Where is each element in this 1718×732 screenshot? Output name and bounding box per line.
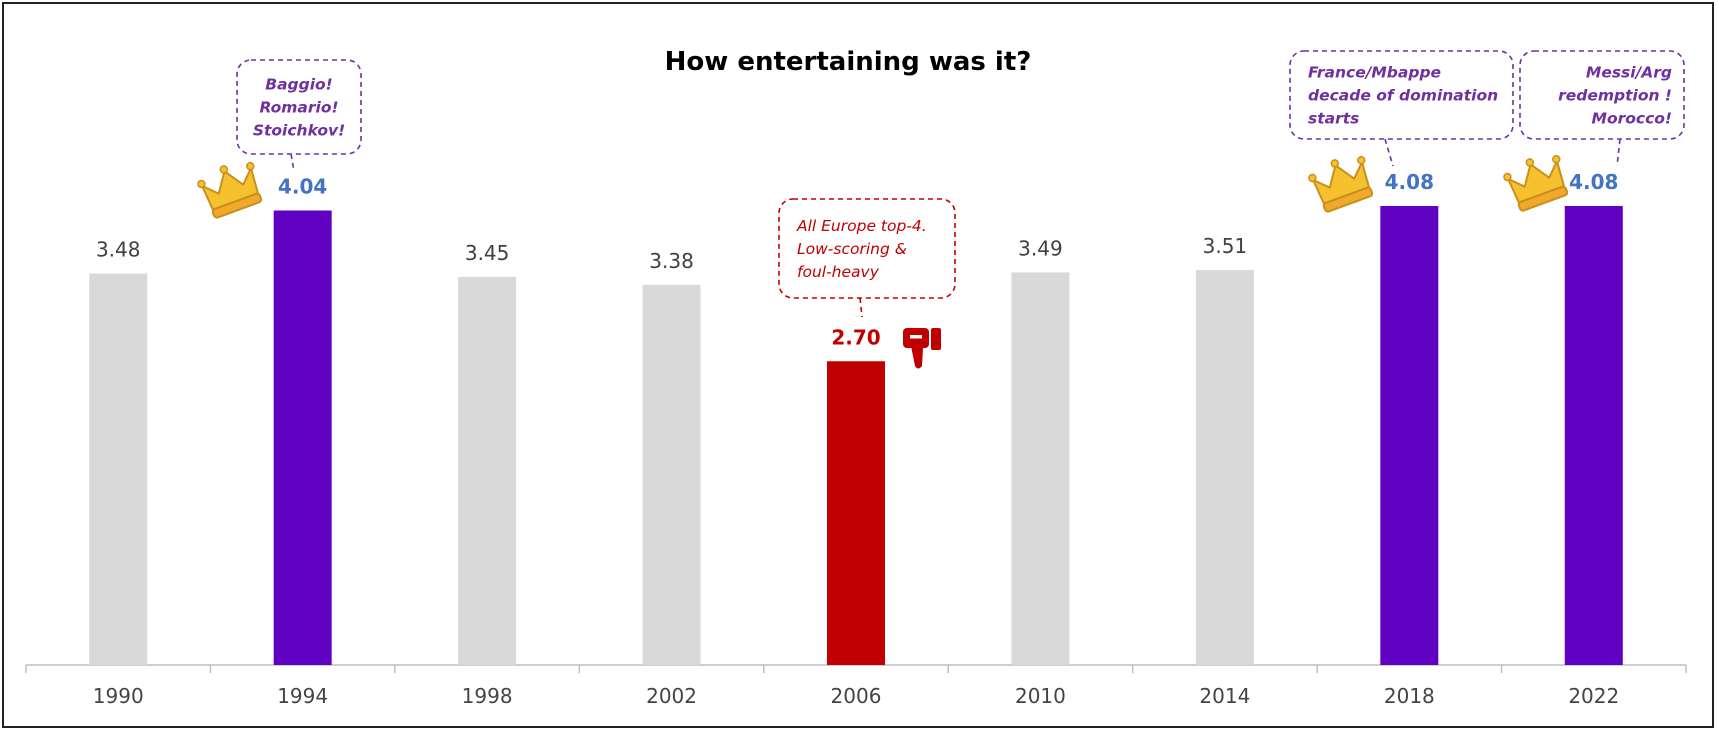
callout-pointer <box>1384 138 1394 167</box>
callout-pointer <box>290 153 295 172</box>
thumbs-down-icon <box>903 328 941 369</box>
x-tick-label-2006: 2006 <box>831 684 882 708</box>
bar-2014 <box>1195 270 1254 665</box>
bar-1990 <box>89 273 148 665</box>
bar-2022 <box>1564 206 1623 665</box>
x-tick-label-1990: 1990 <box>93 684 144 708</box>
callout-box <box>236 59 362 155</box>
callout-box <box>1289 50 1514 140</box>
annotation-callout-2006: All Europe top-4. Low-scoring & foul-heavy <box>778 198 956 318</box>
callout-text-line: Messi/Arg <box>1586 64 1672 82</box>
value-label-2018: 4.08 <box>1385 170 1434 194</box>
callout-text-line: Stoichkov! <box>253 122 345 140</box>
annotation-callout-2018: France/Mbappe decade of domination starts <box>1289 50 1514 167</box>
callout-text-line: Baggio! <box>265 76 333 94</box>
x-tick-label-2014: 2014 <box>1199 684 1250 708</box>
bar-2010 <box>1011 272 1070 665</box>
annotation-callout-2022: Messi/Arg redemption ! Morocco! <box>1519 50 1685 167</box>
x-tick-label-2018: 2018 <box>1384 684 1435 708</box>
crown-icon <box>197 161 263 219</box>
callout-text-line: Low-scoring & <box>797 240 907 258</box>
callout-text-line: starts <box>1308 110 1359 128</box>
callout-text-line: Romario! <box>259 99 338 117</box>
bar-2002 <box>642 284 701 665</box>
annotation-callout-1994: Baggio! Romario! Stoichkov! <box>236 59 362 172</box>
value-label-1990: 3.48 <box>96 238 141 262</box>
bar-1998 <box>458 276 517 665</box>
callout-text-line: decade of domination <box>1308 87 1498 105</box>
value-label-2010: 3.49 <box>1018 236 1063 260</box>
crown-icon <box>1503 154 1569 212</box>
x-tick-label-2010: 2010 <box>1015 684 1066 708</box>
callout-pointer <box>859 297 863 318</box>
callout-text-line: All Europe top-4. <box>796 217 927 235</box>
callout-text-line: France/Mbappe <box>1308 64 1441 82</box>
x-tick-label-2022: 2022 <box>1568 684 1619 708</box>
value-label-1998: 3.45 <box>465 241 510 265</box>
bar-1994 <box>273 210 332 665</box>
value-label-2006: 2.70 <box>831 325 880 349</box>
callout-box <box>1519 50 1685 140</box>
callout-text-line: Morocco! <box>1592 110 1672 128</box>
callout-box <box>778 198 956 299</box>
bar-2006 <box>827 361 885 665</box>
x-tick-label-1994: 1994 <box>277 684 328 708</box>
bar-2018 <box>1380 206 1439 665</box>
callout-pointer <box>1616 138 1621 167</box>
callout-text-line: foul-heavy <box>797 263 880 281</box>
value-label-2002: 3.38 <box>649 249 694 273</box>
value-label-2014: 3.51 <box>1203 234 1248 258</box>
value-label-2022: 4.08 <box>1569 170 1618 194</box>
chart-title: How entertaining was it? <box>665 47 1032 77</box>
value-label-1994: 4.04 <box>278 175 327 199</box>
x-tick-label-2002: 2002 <box>646 684 697 708</box>
x-tick-label-1998: 1998 <box>462 684 513 708</box>
crown-icon <box>1308 155 1374 213</box>
callout-text-line: redemption ! <box>1558 87 1672 105</box>
